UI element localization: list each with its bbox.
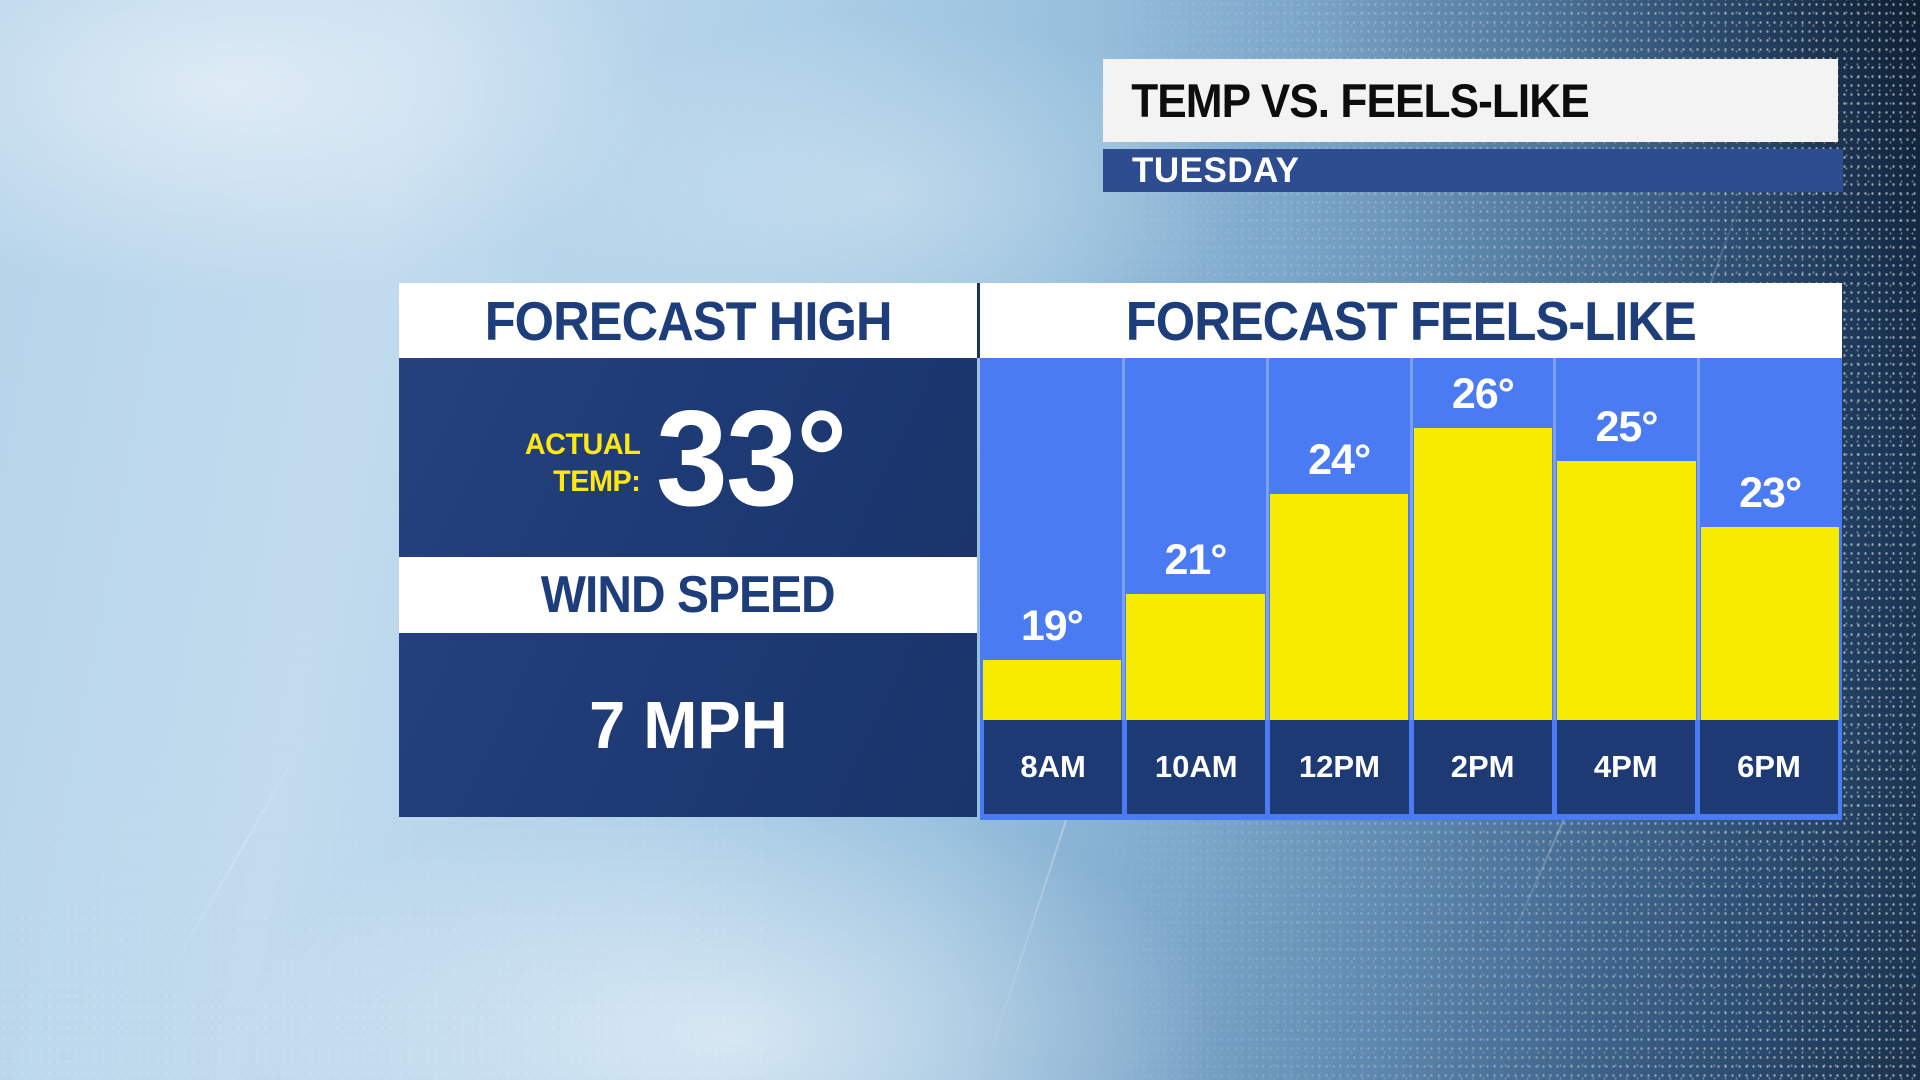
feels-like-bar-10AM (1126, 594, 1265, 720)
feels-like-bar-2PM (1413, 428, 1553, 720)
actual-temp-label: ACTUAL TEMP: (525, 426, 641, 500)
column-separator (1265, 358, 1269, 720)
column-separator (1696, 358, 1700, 720)
feels-like-header: FORECAST FEELS-LIKE (980, 283, 1842, 358)
bar-value-label: 24° (1308, 436, 1371, 484)
time-label-4PM: 4PM (1556, 720, 1695, 814)
forecast-high-title: FORECAST HIGH (484, 289, 893, 352)
bar-value-label: 21° (1164, 536, 1227, 584)
actual-temp-label-line2: TEMP: (553, 464, 641, 498)
actual-temp-label-line1: ACTUAL (524, 427, 641, 461)
bar-value-label: 26° (1451, 370, 1515, 418)
time-label-10AM: 10AM (1127, 720, 1266, 814)
wind-speed-title: WIND SPEED (541, 566, 836, 624)
time-label-8AM: 8AM (984, 720, 1123, 814)
graphic-title-bar: TEMP VS. FEELS-LIKE (1103, 59, 1838, 142)
forecast-high-panel: FORECAST HIGH ACTUAL TEMP: 33° WIND SPEE… (399, 283, 977, 817)
day-label: TUESDAY (1132, 150, 1300, 190)
feels-like-bar-8AM (982, 660, 1122, 720)
time-label-6PM: 6PM (1699, 720, 1839, 814)
actual-temp-value: 33° (656, 381, 848, 534)
day-bar: TUESDAY (1103, 149, 1843, 192)
feels-like-bar-chart: 19° 21° 24° 26° 25° 23° (980, 358, 1842, 720)
column-separator (1122, 358, 1126, 720)
feels-like-bar-6PM (1700, 527, 1840, 720)
wind-speed-value: 7 MPH (588, 687, 788, 763)
bar-value-label: 19° (1020, 602, 1084, 650)
wind-speed-header: WIND SPEED (399, 557, 977, 633)
feels-like-title: FORECAST FEELS-LIKE (1125, 289, 1697, 352)
bar-value-label: 25° (1595, 403, 1658, 451)
actual-temp-box: ACTUAL TEMP: 33° (399, 358, 977, 557)
bar-value-label: 23° (1739, 469, 1802, 517)
column-separator (1553, 358, 1557, 720)
graphic-title: TEMP VS. FEELS-LIKE (1131, 74, 1589, 127)
feels-like-bar-4PM (1557, 461, 1696, 720)
column-separator (1409, 358, 1413, 720)
time-label-12PM: 12PM (1270, 720, 1409, 814)
time-label-2PM: 2PM (1413, 720, 1552, 814)
wind-speed-box: 7 MPH (399, 633, 977, 817)
panel-divider (977, 283, 980, 358)
feels-like-chart-panel: FORECAST FEELS-LIKE 19° 21° 24° 26° 25° 23° 8… (980, 283, 1842, 820)
forecast-high-header: FORECAST HIGH (399, 283, 977, 358)
feels-like-bar-12PM (1269, 494, 1409, 720)
time-axis-strip: 8AM 10AM 12PM 2PM 4PM 6PM (980, 720, 1842, 820)
